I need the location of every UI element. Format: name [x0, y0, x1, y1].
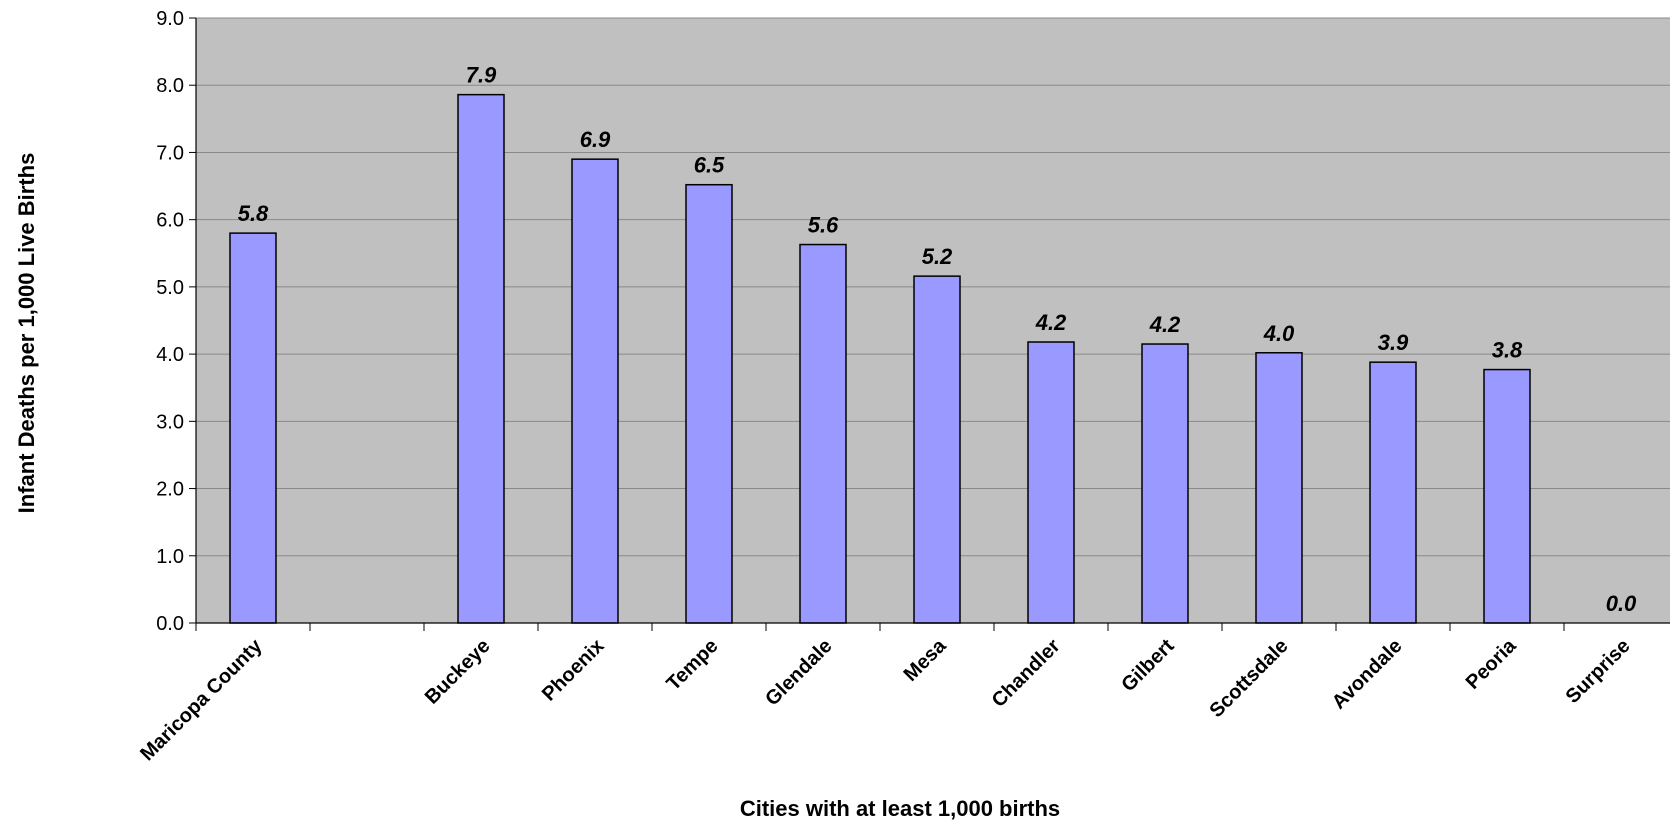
bar	[1369, 361, 1417, 624]
axes	[189, 17, 1670, 631]
bar	[229, 232, 277, 624]
y-tick-label: 0.0	[156, 613, 184, 635]
bar	[457, 93, 505, 624]
x-axis-title: Cities with at least 1,000 births	[740, 796, 1060, 821]
x-tick-label: Glendale	[761, 635, 836, 710]
x-tick-label: Scottsdale	[1205, 635, 1292, 722]
x-tick-label: Buckeye	[421, 635, 495, 709]
bars	[229, 93, 1531, 624]
y-axis-title: Infant Deaths per 1,000 Live Births	[14, 153, 39, 514]
x-tick-label: Maricopa County	[136, 634, 267, 765]
x-tick-label: Mesa	[900, 634, 952, 686]
bar	[799, 243, 847, 624]
bar	[1141, 343, 1189, 624]
x-tick-label: Tempe	[662, 635, 722, 695]
data-label: 7.9	[466, 63, 497, 88]
data-label: 4.2	[1149, 312, 1181, 337]
x-tick-label: Phoenix	[538, 635, 609, 706]
y-tick-label: 9.0	[156, 8, 184, 30]
data-label: 0.0	[1606, 591, 1637, 616]
y-tick-label: 5.0	[156, 277, 184, 299]
data-label: 6.9	[580, 127, 611, 152]
x-tick-label: Peoria	[1462, 634, 1521, 693]
y-tick-labels: 0.0 1.0 2.0 3.0 4.0 5.0 6.0 7.0 8.0 9.0	[156, 8, 184, 635]
data-label: 5.8	[238, 201, 269, 226]
x-tick-label: Chandler	[988, 635, 1065, 712]
data-label: 5.6	[808, 213, 839, 238]
y-tick-label: 8.0	[156, 75, 184, 97]
x-tick-label: Gilbert	[1117, 635, 1178, 696]
y-tick-label: 2.0	[156, 479, 184, 501]
y-tick-label: 3.0	[156, 411, 184, 433]
data-labels: 5.8 7.9 6.9 6.5 5.6 5.2 4.2 4.2 4.0 3.9 3.8 0.0	[238, 63, 1637, 616]
y-tick-label: 1.0	[156, 546, 184, 568]
x-tick-label: Surprise	[1562, 635, 1635, 708]
x-tick-labels: Maricopa County Buckeye Phoenix Tempe Glenda…	[136, 634, 1634, 765]
y-tick-label: 7.0	[156, 142, 184, 164]
bar	[685, 183, 733, 624]
bar	[913, 275, 961, 624]
bar	[1027, 341, 1075, 624]
bar	[1483, 368, 1531, 624]
data-label: 6.5	[694, 153, 725, 178]
data-label: 4.0	[1263, 321, 1295, 346]
bar	[571, 158, 619, 624]
bar	[1255, 352, 1303, 624]
y-tick-label: 4.0	[156, 344, 184, 366]
y-tick-label: 6.0	[156, 210, 184, 232]
data-label: 3.9	[1378, 330, 1409, 355]
data-label: 3.8	[1492, 338, 1523, 363]
data-label: 5.2	[922, 244, 953, 269]
x-tick-label: Avondale	[1328, 635, 1407, 714]
data-label: 4.2	[1035, 310, 1067, 335]
